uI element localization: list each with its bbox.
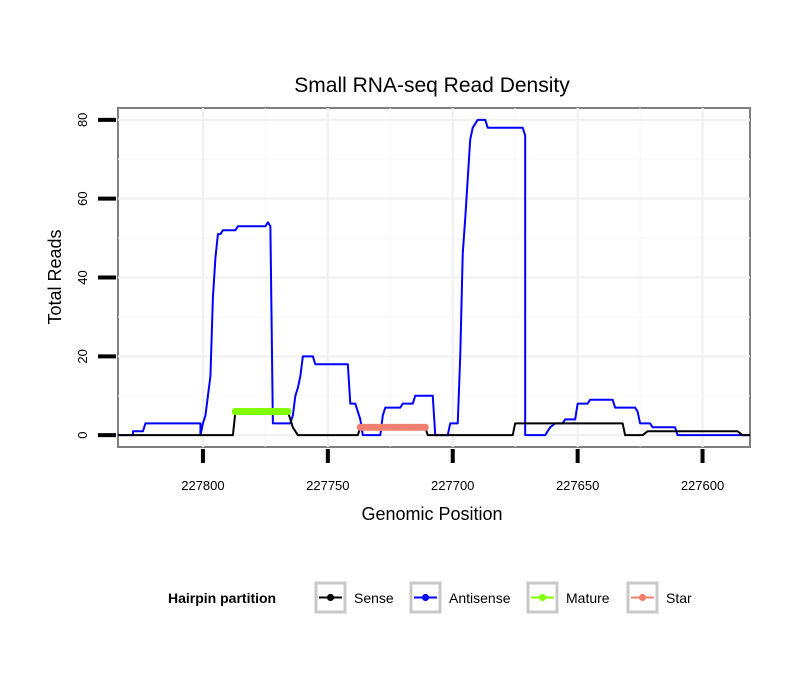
y-axis-title: Total Reads	[45, 229, 65, 324]
legend: Hairpin partition Sense Antisense Mature St…	[168, 581, 692, 614]
legend-key-point	[326, 593, 335, 602]
legend-item-antisense: Antisense	[409, 581, 511, 614]
legend-key-point	[421, 593, 430, 602]
y-axis: 0 20 40 60 80	[75, 113, 116, 439]
x-tick-label: 227650	[556, 478, 599, 493]
x-tick-label: 227600	[681, 478, 724, 493]
legend-label: Sense	[354, 590, 394, 606]
x-tick-label: 227700	[431, 478, 474, 493]
legend-item-sense: Sense	[314, 581, 394, 614]
y-tick-label: 40	[75, 270, 90, 284]
grid-lines	[118, 108, 750, 447]
chart-title: Small RNA-seq Read Density	[294, 74, 570, 97]
legend-item-star: Star	[626, 581, 692, 614]
y-tick-label: 20	[75, 349, 90, 363]
y-tick-label: 80	[75, 113, 90, 127]
series-star	[356, 423, 429, 431]
x-tick-label: 227750	[306, 478, 349, 493]
legend-label: Mature	[566, 590, 610, 606]
x-axis-title: Genomic Position	[361, 504, 502, 524]
legend-title: Hairpin partition	[168, 590, 276, 606]
data-point-star	[421, 423, 429, 431]
series-line-antisense	[118, 118, 750, 437]
data-point-mature	[284, 407, 292, 416]
y-tick-label: 0	[75, 432, 90, 439]
legend-key-point	[538, 593, 547, 602]
y-tick-label: 60	[75, 191, 90, 205]
legend-key-point	[638, 593, 647, 602]
legend-label: Star	[666, 590, 692, 606]
legend-label: Antisense	[449, 590, 511, 606]
series-mature	[231, 407, 292, 416]
x-tick-label: 227800	[181, 478, 224, 493]
x-axis: 227800 227750 227700 227650 227600	[181, 449, 724, 493]
legend-item-mature: Mature	[526, 581, 610, 614]
legend-entries: Sense Antisense Mature Star	[314, 581, 692, 614]
series-layer	[118, 118, 750, 437]
